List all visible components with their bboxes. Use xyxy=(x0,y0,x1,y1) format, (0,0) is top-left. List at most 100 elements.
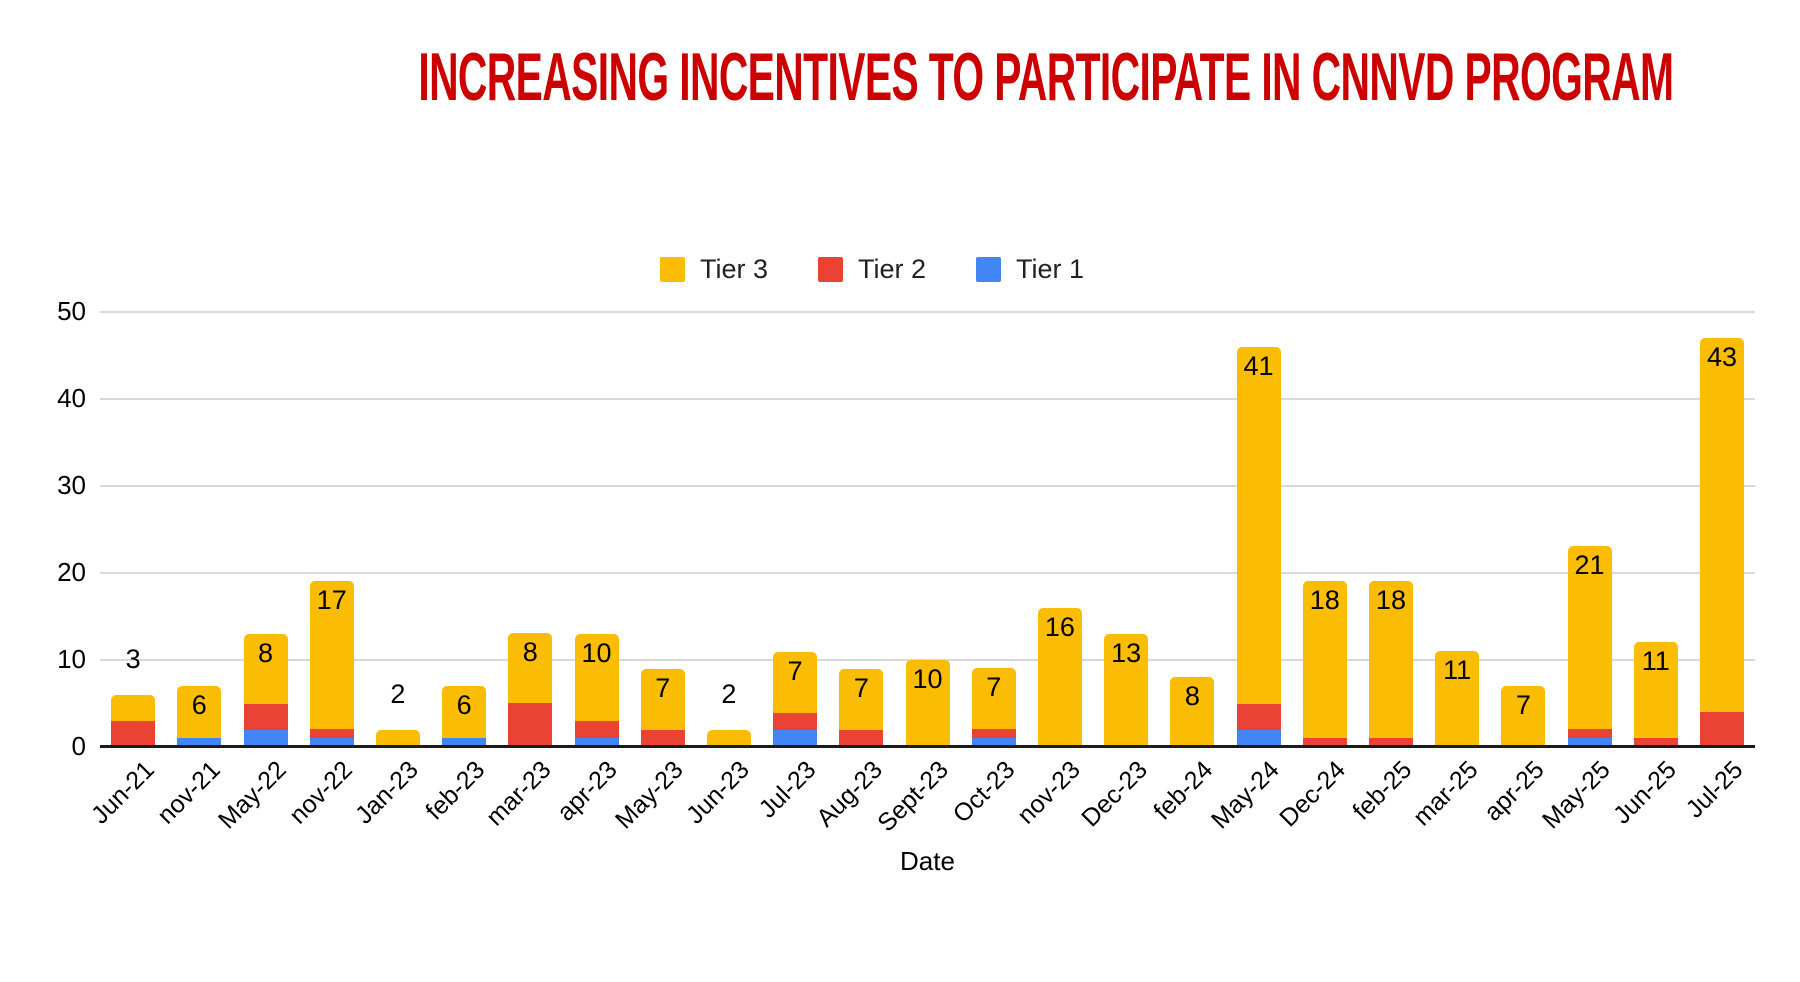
bar-segment-tier3-Jan-23 xyxy=(375,730,420,747)
bar-apr-25: 7 xyxy=(1501,686,1546,747)
bar-feb-25: 18 xyxy=(1368,581,1413,747)
y-tick-label-30: 30 xyxy=(57,470,86,500)
bar-data-label-May-24: 41 xyxy=(1243,351,1274,381)
bar-data-label-Aug-23: 7 xyxy=(853,673,869,703)
y-tick-label-20: 20 xyxy=(57,557,86,587)
bar-segment-tier3-Jun-21 xyxy=(111,695,156,721)
bar-data-label-nov-23: 16 xyxy=(1044,612,1075,642)
bar-slot-nov-22: 17 xyxy=(299,312,365,747)
bar-slot-Jul-23: 7 xyxy=(762,312,828,747)
bar-May-24: 41 xyxy=(1236,347,1281,747)
bar-segment-tier2-May-23 xyxy=(640,730,685,747)
bar-segment-tier1-nov-22 xyxy=(309,738,354,747)
bar-Jan-23: 2 xyxy=(375,681,420,747)
bar-segment-tier3-nov-22 xyxy=(309,581,354,729)
bar-segment-tier2-Jun-25 xyxy=(1633,738,1678,747)
bar-slot-mar-25: 11 xyxy=(1424,312,1490,747)
bar-data-label-Jun-23: 2 xyxy=(721,679,737,709)
bar-slot-Jan-23: 2 xyxy=(365,312,431,747)
bar-segment-tier2-Jul-23 xyxy=(773,713,818,730)
bar-slot-May-24: 41 xyxy=(1225,312,1291,747)
bar-segment-tier1-nov-21 xyxy=(177,738,222,747)
bar-feb-24: 8 xyxy=(1170,677,1215,747)
bar-segment-tier3-Jun-23 xyxy=(706,730,751,747)
bar-slot-Jun-25: 11 xyxy=(1623,312,1689,747)
bar-slot-May-23: 7 xyxy=(630,312,696,747)
bar-slot-Dec-23: 13 xyxy=(1093,312,1159,747)
bar-slot-nov-21: 6 xyxy=(166,312,232,747)
bar-slot-Dec-24: 18 xyxy=(1292,312,1358,747)
bar-mar-23: 8 xyxy=(508,633,553,747)
gridline-50 xyxy=(100,311,1755,313)
bar-data-label-feb-23: 6 xyxy=(456,690,472,720)
chart-title-text: INCREASING INCENTIVES TO PARTICIPATE IN … xyxy=(418,39,1674,115)
x-tick-label-Dec-23: Dec-23 xyxy=(1075,755,1153,833)
x-tick-label-Jul-25: Jul-25 xyxy=(1680,755,1749,824)
x-tick-label-May-23: May-23 xyxy=(610,755,690,835)
bar-segment-tier3-Jun-25 xyxy=(1633,642,1678,738)
bar-segment-tier3-May-24 xyxy=(1236,347,1281,704)
bar-segment-tier2-feb-25 xyxy=(1368,738,1413,747)
x-tick-label-Jun-25: Jun-25 xyxy=(1608,755,1683,830)
bar-segment-tier3-Jul-25 xyxy=(1699,338,1744,712)
bar-segment-tier3-feb-24 xyxy=(1170,677,1215,747)
bar-data-label-Oct-23: 7 xyxy=(986,672,1002,702)
bar-segment-tier2-Jun-21 xyxy=(111,721,156,747)
x-tick-label-nov-21: nov-21 xyxy=(151,755,226,830)
bar-slot-Jun-23: 2 xyxy=(696,312,762,747)
bar-data-label-apr-23: 10 xyxy=(581,638,612,668)
bar-data-label-apr-25: 7 xyxy=(1515,690,1531,720)
bar-data-label-nov-22: 17 xyxy=(316,585,347,615)
bar-segment-tier1-May-22 xyxy=(243,730,288,747)
bar-segment-tier1-Oct-23 xyxy=(971,738,1016,747)
gridline-30 xyxy=(100,485,1755,487)
bar-data-label-Jul-25: 43 xyxy=(1706,342,1737,372)
bar-data-label-May-25: 21 xyxy=(1574,550,1605,580)
bar-segment-tier3-nov-23 xyxy=(1037,608,1082,747)
bar-data-label-Jun-21: 3 xyxy=(125,644,141,674)
bar-data-label-May-23: 7 xyxy=(655,673,671,703)
bar-data-label-nov-21: 6 xyxy=(191,690,207,720)
bar-slot-Aug-23: 7 xyxy=(828,312,894,747)
bar-segment-tier3-mar-23 xyxy=(508,633,553,703)
bar-segment-tier2-mar-23 xyxy=(508,703,553,747)
bar-segment-tier1-apr-23 xyxy=(574,738,619,747)
bar-feb-23: 6 xyxy=(442,686,487,747)
y-tick-label-0: 0 xyxy=(71,731,86,761)
bar-slot-Oct-23: 7 xyxy=(961,312,1027,747)
bar-slot-feb-25: 18 xyxy=(1358,312,1424,747)
bar-data-label-Jan-23: 2 xyxy=(390,679,406,709)
legend-item-tier1: Tier 1 xyxy=(976,254,1084,285)
bar-segment-tier1-Jul-23 xyxy=(773,730,818,747)
bar-May-22: 8 xyxy=(243,634,288,747)
bar-Dec-23: 13 xyxy=(1104,634,1149,747)
bar-segment-tier3-Dec-24 xyxy=(1302,581,1347,738)
x-tick-label-May-22: May-22 xyxy=(213,755,292,835)
bar-nov-22: 17 xyxy=(309,581,354,747)
bar-segment-tier2-May-22 xyxy=(243,704,288,730)
bar-segment-tier2-Dec-24 xyxy=(1302,738,1347,747)
bar-segment-tier2-Jul-25 xyxy=(1699,712,1744,747)
bar-segment-tier2-Aug-23 xyxy=(839,730,884,747)
bar-segment-tier3-May-23 xyxy=(640,669,685,730)
bar-segment-tier3-apr-23 xyxy=(574,634,619,721)
bar-segment-tier2-May-24 xyxy=(1236,704,1281,730)
bars-row: 3 6 8 17 2 6 8 10 7 2 7 7 10 7 16 13 8 41 18 18 11 7 21 11 43 xyxy=(100,312,1755,747)
bar-segment-tier3-nov-21 xyxy=(177,686,222,738)
x-tick-label-feb-23: feb-23 xyxy=(420,755,491,826)
bar-data-label-Sept-23: 10 xyxy=(912,664,943,694)
bar-Jun-25: 11 xyxy=(1633,642,1678,747)
legend-item-tier3: Tier 3 xyxy=(659,254,768,285)
gridline-20 xyxy=(100,572,1755,574)
bar-apr-23: 10 xyxy=(574,634,619,747)
bar-segment-tier2-Oct-23 xyxy=(971,729,1016,738)
bar-slot-apr-25: 7 xyxy=(1490,312,1556,747)
x-tick-label-Jun-21: Jun-21 xyxy=(85,755,160,830)
bar-segment-tier3-feb-23 xyxy=(442,686,487,738)
bar-segment-tier3-Aug-23 xyxy=(839,669,884,730)
bar-segment-tier2-nov-22 xyxy=(309,729,354,738)
bar-slot-mar-23: 8 xyxy=(497,312,563,747)
bar-segment-tier3-feb-25 xyxy=(1368,581,1413,738)
